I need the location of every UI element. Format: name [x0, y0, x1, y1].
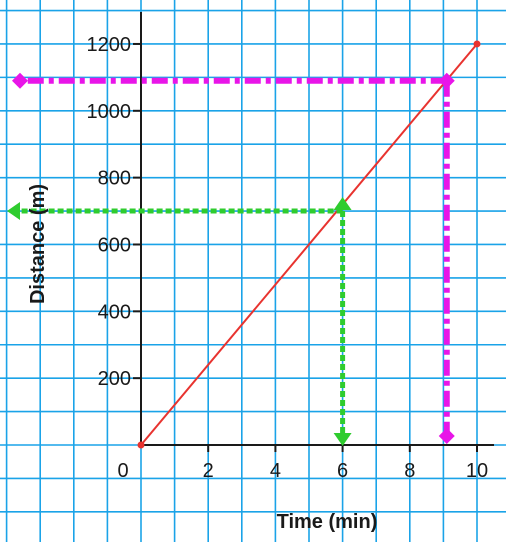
- x-tick-label: 10: [466, 460, 488, 482]
- guide-arrowhead: [333, 433, 352, 446]
- x-tick-label: 0: [117, 460, 128, 482]
- guide-diamond: [438, 428, 455, 444]
- guide-diamond: [12, 72, 28, 89]
- guide-arrowhead: [7, 202, 20, 221]
- axes: [133, 12, 494, 452]
- x-tick-label: 8: [404, 460, 415, 482]
- x-tick-label: 2: [203, 460, 214, 482]
- x-tick-label: 6: [337, 460, 348, 482]
- y-tick-label: 400: [98, 301, 131, 323]
- series-point: [473, 40, 481, 48]
- guide-diamond: [438, 72, 455, 89]
- y-tick-label: 600: [98, 234, 131, 256]
- y-tick-label: 1000: [87, 101, 132, 123]
- y-tick-label: 1200: [87, 34, 132, 56]
- reading-guides: [7, 72, 455, 446]
- y-tick-label: 200: [98, 368, 131, 390]
- tick-labels: 0 2 4 6 8 10 200 400 600 800 1000 1200: [87, 34, 489, 482]
- x-tick-label: 4: [270, 460, 281, 482]
- guide-arrowhead: [333, 197, 352, 211]
- y-axis-title: Distance (m): [27, 184, 49, 304]
- series-point: [137, 441, 145, 449]
- series: [137, 40, 481, 449]
- y-tick-label: 800: [98, 168, 131, 190]
- series-line: [140, 43, 478, 446]
- x-axis-title: Time (min): [277, 511, 378, 533]
